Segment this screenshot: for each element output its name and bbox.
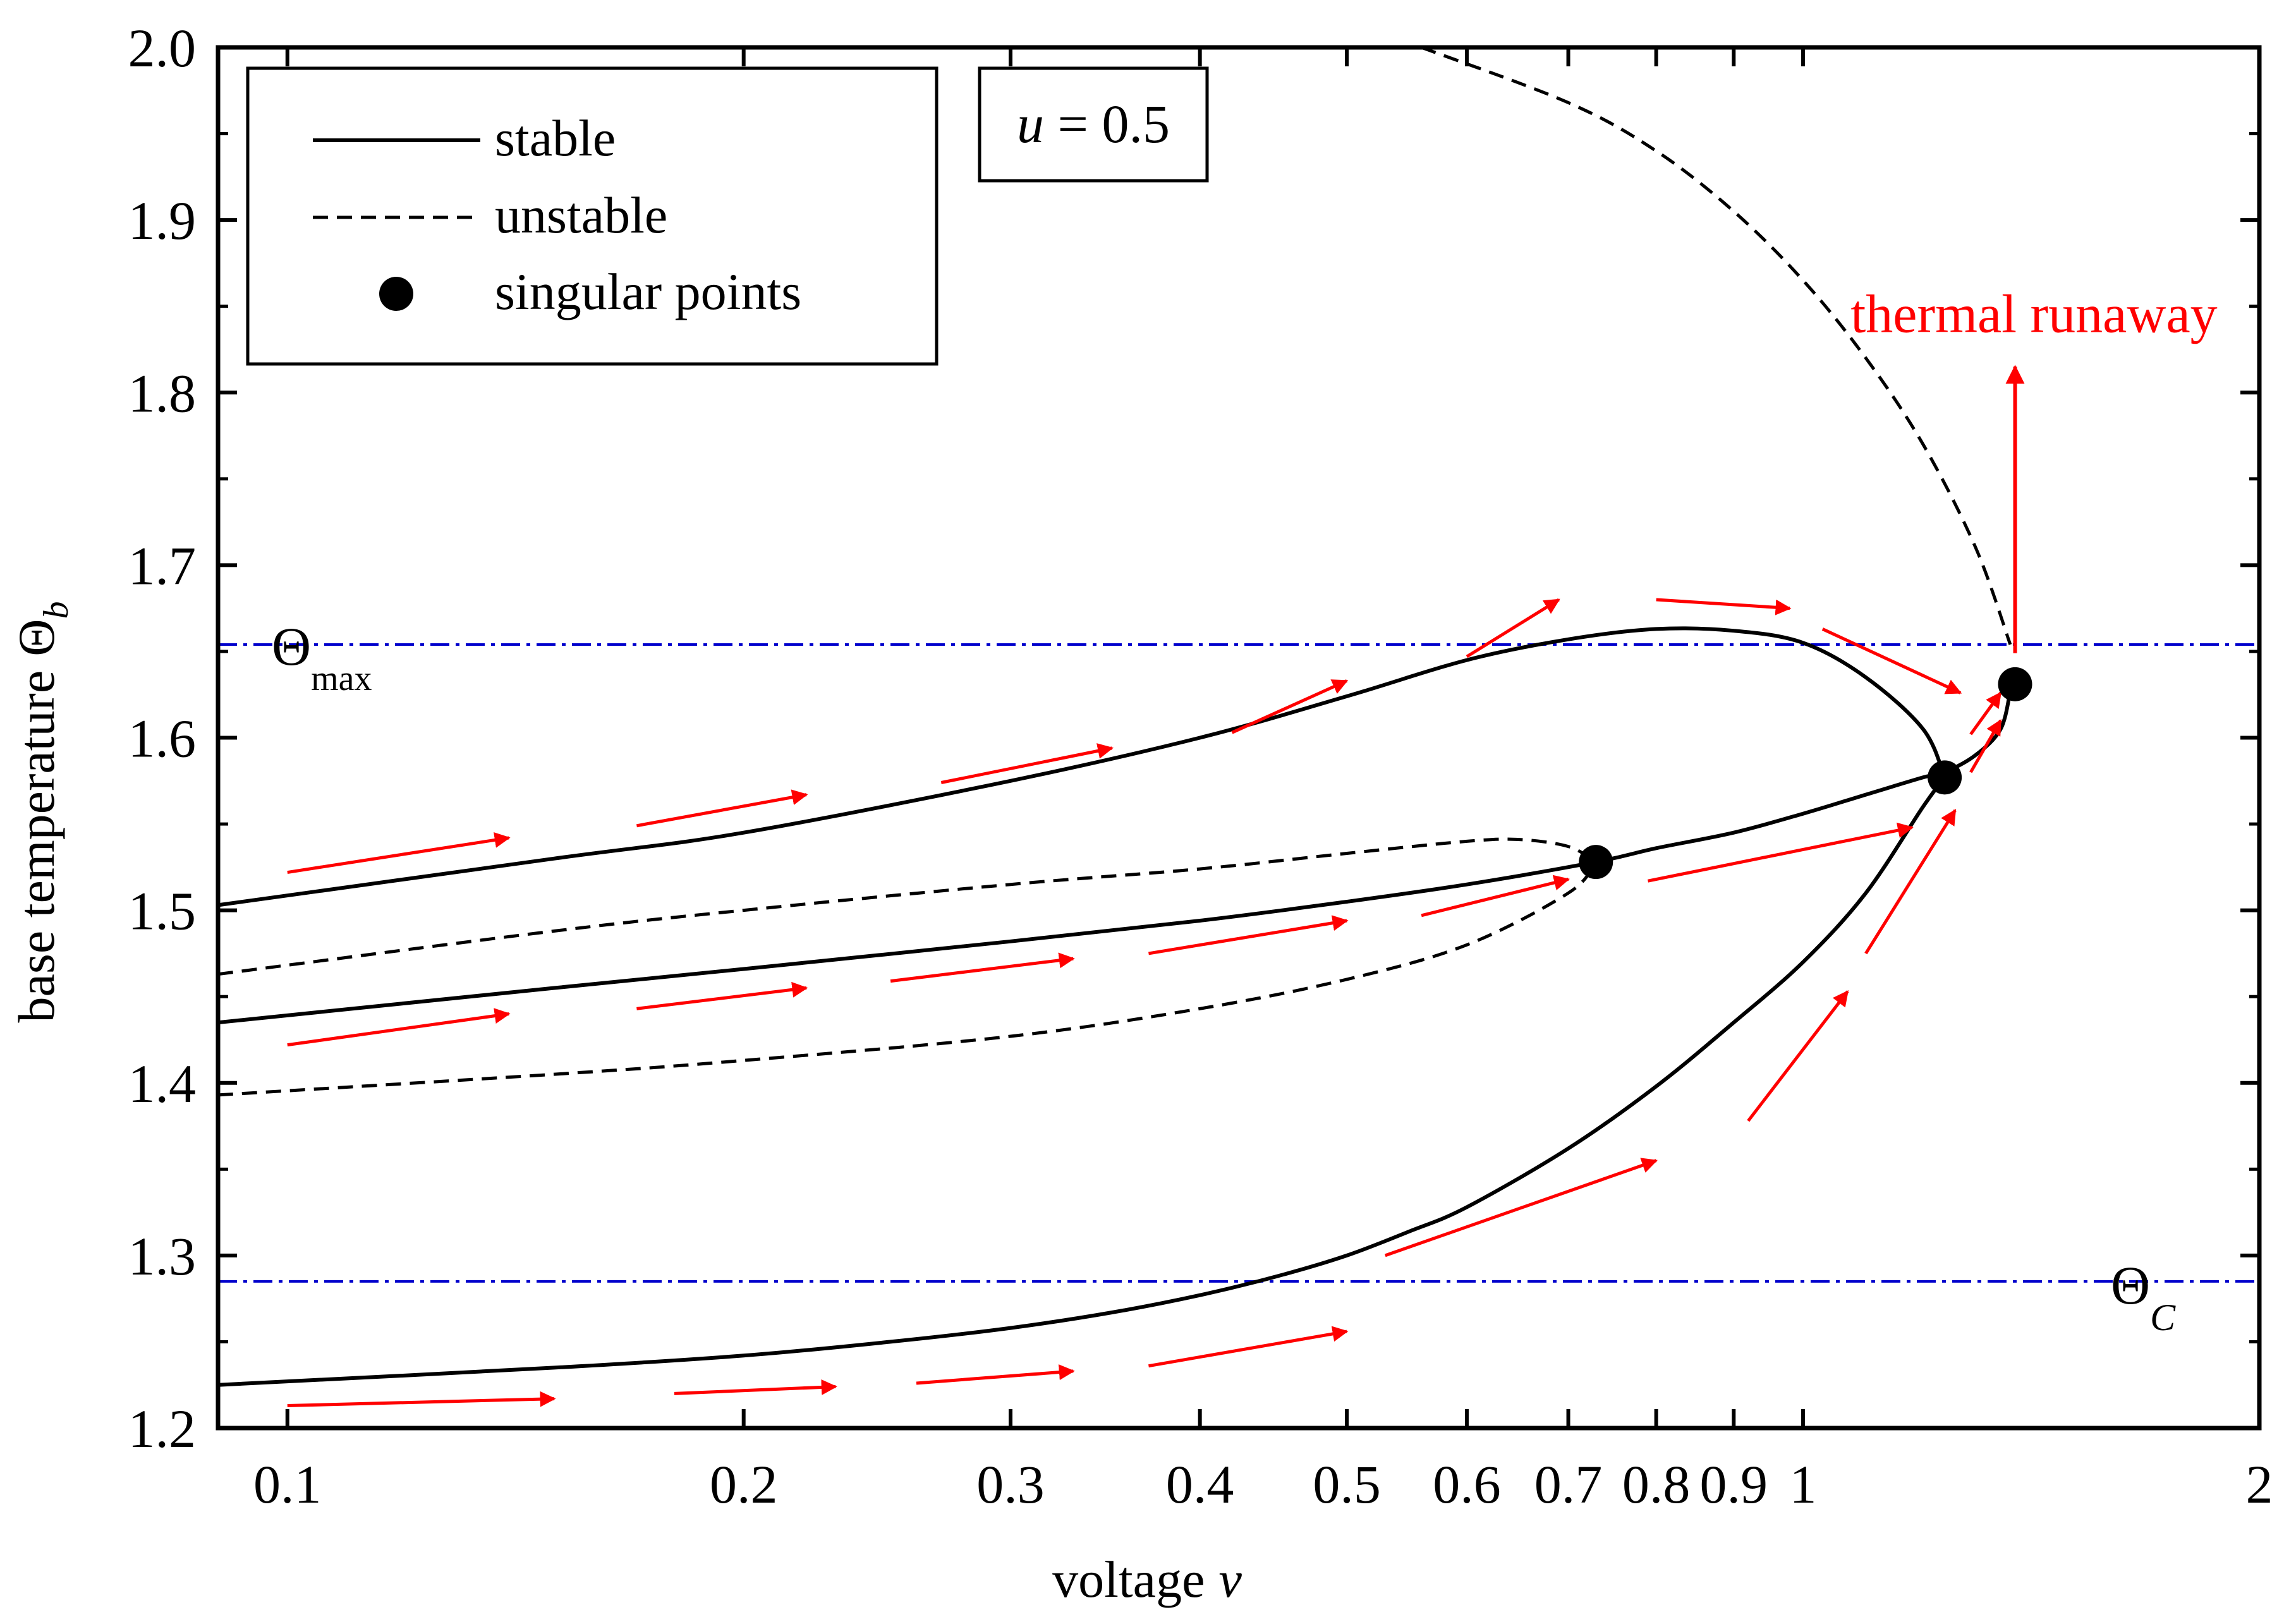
- parameter-box-frame: [978, 66, 1209, 183]
- x-tick-label-7: 0.8: [1622, 1454, 1691, 1515]
- series-stable-middle: [217, 691, 2012, 1025]
- flow-arrow-17: [916, 1364, 1075, 1385]
- x-tick-label-8: 0.9: [1700, 1454, 1768, 1515]
- x-tick-label-10: 2: [2246, 1454, 2273, 1515]
- y-tick-label-1: 1.3: [128, 1226, 197, 1287]
- y-tick-label-2: 1.4: [128, 1053, 197, 1114]
- flow-arrow-20: [1747, 990, 1849, 1122]
- flow-arrow-19: [1384, 1158, 1658, 1257]
- parameter-value: = 0.5: [1044, 94, 1170, 154]
- x-tick-label-6: 0.7: [1534, 1454, 1603, 1515]
- flow-arrow-16: [674, 1379, 837, 1395]
- legend-singular-label: singular points: [495, 263, 801, 320]
- legend-singular-marker: [379, 277, 413, 311]
- y-tick-label-4: 1.6: [128, 708, 197, 769]
- singular-point-1: [1928, 760, 1962, 795]
- x-tick-label-2: 0.3: [976, 1454, 1045, 1515]
- singular-point-markers: [1579, 667, 2032, 880]
- legend-stable-label: stable: [495, 109, 616, 167]
- y-tick-label-7: 1.9: [128, 190, 197, 251]
- tick-labels: 0.1 0.2 0.3 0.4 0.5 0.6 0.7 0.8 0.9 1 2 1.2 1.3 1.4 1.…: [128, 18, 2273, 1515]
- thermal-runaway-label: thermal runaway: [1850, 284, 2217, 344]
- y-tick-label-6: 1.8: [128, 363, 197, 423]
- y-tick-label-8: 2.0: [128, 18, 197, 78]
- x-axis-label-text: voltage: [1052, 1551, 1205, 1608]
- flow-arrow-5: [1656, 598, 1792, 615]
- flow-arrow-12: [1148, 915, 1349, 955]
- theta-max-symbol: Θ: [272, 616, 311, 677]
- series-unstable-top: [1421, 45, 2012, 645]
- y-tick-label-0: 1.2: [128, 1398, 197, 1459]
- curves: [217, 45, 2012, 1387]
- flow-arrow-3: [1231, 679, 1349, 734]
- flow-arrow-11: [890, 952, 1075, 983]
- y-axis-label-text: base temperature: [8, 670, 65, 1023]
- parameter-box: u = 0.5: [978, 66, 1209, 183]
- flow-arrow-2: [940, 743, 1114, 784]
- axis-ticks: [218, 45, 2261, 1430]
- series-unstable-lower: [217, 861, 1598, 1097]
- y-tick-label-3: 1.5: [128, 881, 197, 942]
- theta-c-sub: C: [2150, 1297, 2176, 1338]
- theta-c-label: ΘC: [2111, 1255, 2176, 1338]
- y-tick-label-5: 1.7: [128, 535, 197, 596]
- flow-arrow-14: [1648, 822, 1914, 883]
- y-axis-label-var: Θ: [8, 619, 65, 657]
- flow-arrow-8: [1969, 719, 2002, 773]
- y-axis-label-sub: b: [37, 602, 76, 619]
- parameter-box-text: u = 0.5: [1017, 94, 1170, 154]
- singular-point-0: [1579, 845, 1613, 880]
- flow-arrow-21: [1864, 809, 1957, 955]
- flow-arrow-7: [1969, 691, 2002, 736]
- series-unstable-upper-loop: [217, 837, 1597, 976]
- x-tick-label-5: 0.6: [1433, 1454, 1501, 1515]
- y-axis-label: base temperature Θb: [8, 602, 76, 1023]
- flow-arrow-0: [287, 832, 511, 875]
- legend-unstable-label: unstable: [495, 186, 667, 244]
- flow-arrow-15: [287, 1391, 556, 1407]
- parameter-var: u: [1017, 94, 1044, 154]
- reference-lines: [218, 643, 2259, 1283]
- x-tick-label-9: 1: [1790, 1454, 1817, 1515]
- flow-arrow-9: [287, 1008, 511, 1047]
- theta-max-sub: max: [311, 659, 372, 698]
- x-tick-label-3: 0.4: [1166, 1454, 1234, 1515]
- flow-arrow-10: [636, 981, 808, 1010]
- series-stable-lower: [217, 776, 1947, 1387]
- x-tick-label-1: 0.2: [710, 1454, 778, 1515]
- singular-point-2: [1998, 667, 2032, 701]
- x-tick-label-0: 0.1: [253, 1454, 322, 1515]
- legend: stable unstable singular points: [246, 66, 938, 366]
- series-stable-upper: [217, 626, 1947, 907]
- flow-arrow-4: [1466, 598, 1560, 658]
- theta-c-symbol: Θ: [2111, 1255, 2150, 1316]
- flow-arrow-18: [1148, 1326, 1349, 1368]
- theta-max-label: Θmax: [272, 616, 372, 698]
- x-axis-label: voltage v: [1052, 1551, 1242, 1608]
- x-tick-label-4: 0.5: [1313, 1454, 1381, 1515]
- x-axis-label-var: v: [1218, 1551, 1242, 1608]
- flow-arrow-6: [1821, 627, 1962, 694]
- flow-arrows: [287, 598, 2002, 1407]
- flow-arrow-1: [636, 789, 808, 828]
- flow-arrow-13: [1421, 875, 1570, 918]
